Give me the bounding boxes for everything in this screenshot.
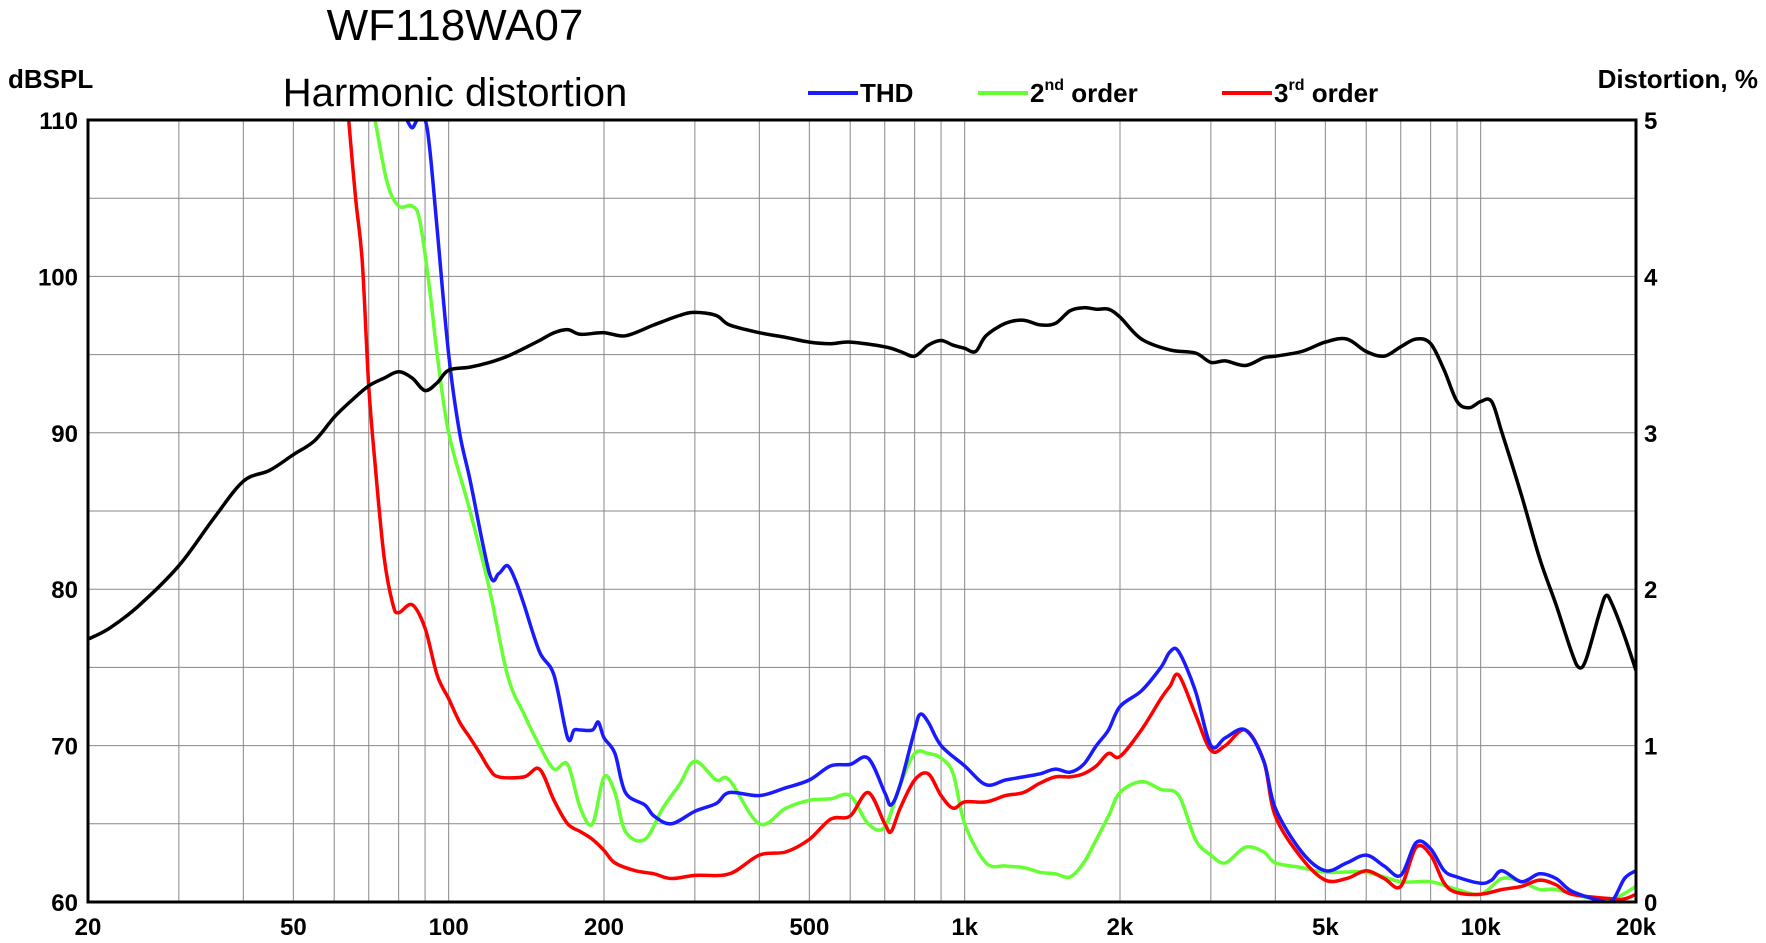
x-tick-label: 100	[429, 914, 469, 941]
right-tick-label: 2	[1644, 577, 1657, 604]
legend-item-thd: THD	[808, 78, 913, 108]
left-axis-label: dBSPL	[8, 64, 93, 94]
chart-subtitle: Harmonic distortion	[283, 71, 628, 115]
x-tick-label: 5k	[1312, 914, 1339, 941]
series-line-h3	[346, 120, 1636, 902]
right-tick-label: 3	[1644, 421, 1657, 448]
right-axis-label: Distortion, %	[1598, 64, 1758, 94]
series-line-h2	[373, 120, 1636, 902]
chart-title: WF118WA07	[327, 1, 584, 50]
left-tick-label: 70	[51, 734, 78, 761]
x-tick-label: 200	[584, 914, 624, 941]
plot-frame	[86, 118, 1638, 904]
left-tick-label: 90	[51, 421, 78, 448]
right-tick-label: 1	[1644, 734, 1657, 761]
legend-label: 2nd order	[1030, 77, 1138, 108]
right-tick-label: 5	[1644, 108, 1657, 135]
left-tick-label: 60	[51, 890, 78, 917]
series-line-thd	[405, 120, 1636, 902]
legend-label: THD	[860, 78, 913, 108]
x-tick-label: 20	[75, 914, 102, 941]
series-layer	[88, 120, 1636, 902]
legend: THD 2nd order 3rd order	[808, 77, 1378, 108]
legend-item-h2: 2nd order	[978, 77, 1138, 108]
legend-item-h3: 3rd order	[1222, 77, 1378, 108]
series-line-spl	[88, 305, 1636, 673]
grid	[88, 120, 1636, 902]
legend-label: 3rd order	[1274, 77, 1378, 108]
x-tick-label: 1k	[951, 914, 978, 941]
x-tick-label: 50	[280, 914, 307, 941]
x-tick-labels: 20 50 100 200 500 1k 2k 5k 10k 20k	[75, 914, 1657, 941]
left-tick-label: 80	[51, 577, 78, 604]
left-tick-labels: 60 70 80 90 100 110	[38, 108, 78, 917]
right-tick-labels: 0 1 2 3 4 5	[1644, 108, 1658, 917]
x-tick-label: 10k	[1461, 914, 1502, 941]
x-tick-label: 500	[789, 914, 829, 941]
left-tick-label: 110	[39, 108, 78, 135]
x-tick-label: 2k	[1107, 914, 1134, 941]
right-tick-label: 4	[1644, 264, 1658, 291]
x-tick-label: 20k	[1616, 914, 1657, 941]
left-tick-label: 100	[38, 264, 78, 291]
right-tick-label: 0	[1644, 890, 1657, 917]
